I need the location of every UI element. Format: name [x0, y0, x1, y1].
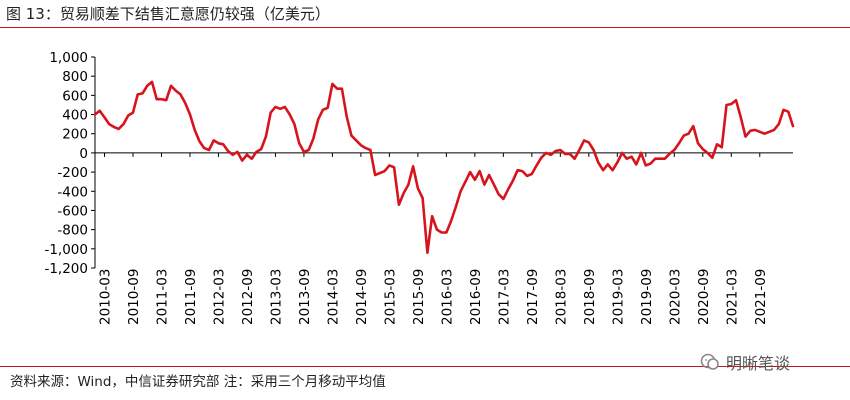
- y-tick-label: -1,200: [44, 261, 88, 277]
- y-tick-label: 0: [79, 146, 88, 162]
- header-divider: [0, 27, 850, 28]
- y-tick-label: 200: [62, 127, 88, 143]
- x-tick-label: 2010-03: [97, 269, 113, 325]
- y-tick-label: -200: [57, 165, 88, 181]
- y-tick-label: -1,000: [44, 242, 88, 258]
- watermark-text: 明晰笔谈: [726, 354, 791, 373]
- x-tick-label: 2020-09: [696, 269, 712, 325]
- x-tick-label: 2021-09: [753, 269, 769, 325]
- x-tick-label: 2020-03: [667, 269, 683, 325]
- x-tick-label: 2017-09: [525, 269, 541, 325]
- x-tick-label: 2019-09: [639, 269, 655, 325]
- series-line: [93, 80, 795, 254]
- x-tick-label: 2019-03: [610, 269, 626, 325]
- x-tick-label: 2011-09: [183, 269, 199, 325]
- x-tick-label: 2013-03: [268, 269, 284, 325]
- source-note: 资料来源：Wind，中信证券研究部 注：采用三个月移动平均值: [10, 374, 386, 390]
- y-tick-label: 400: [62, 108, 88, 124]
- figure-title: 图 13：贸易顺差下结售汇意愿仍较强（亿美元）: [6, 5, 330, 23]
- x-tick-label: 2014-09: [354, 269, 370, 325]
- footer-divider: [0, 366, 850, 367]
- x-tick-label: 2018-03: [553, 269, 569, 325]
- x-tick-label: 2016-03: [439, 269, 455, 325]
- x-tick-label: 2010-09: [126, 269, 142, 325]
- x-tick-label: 2011-03: [154, 269, 170, 325]
- x-tick-label: 2021-03: [724, 269, 740, 325]
- x-tick-label: 2016-09: [468, 269, 484, 325]
- x-tick-label: 2018-09: [582, 269, 598, 325]
- y-tick-label: -400: [57, 184, 88, 200]
- wechat-icon: [700, 353, 719, 370]
- line-chart: 1,000 800 600 400 200 0 -200 -400 -600 -800 -1,000…: [44, 50, 795, 325]
- x-tick-label: 2014-03: [325, 269, 341, 325]
- x-tick-label: 2012-03: [211, 269, 227, 325]
- x-tick-label: 2013-09: [297, 269, 313, 325]
- y-tick-label: 800: [62, 69, 88, 85]
- x-tick-label: 2015-03: [382, 269, 398, 325]
- y-tick-label: 600: [62, 88, 88, 104]
- y-tick-label: -600: [57, 203, 88, 219]
- y-tick-label: 1,000: [49, 50, 88, 66]
- x-tick-label: 2015-09: [411, 269, 427, 325]
- x-tick-label: 2012-09: [240, 269, 256, 325]
- watermark: 明晰笔谈: [700, 350, 790, 374]
- x-tick-label: 2017-03: [496, 269, 512, 325]
- y-tick-label: -800: [57, 223, 88, 239]
